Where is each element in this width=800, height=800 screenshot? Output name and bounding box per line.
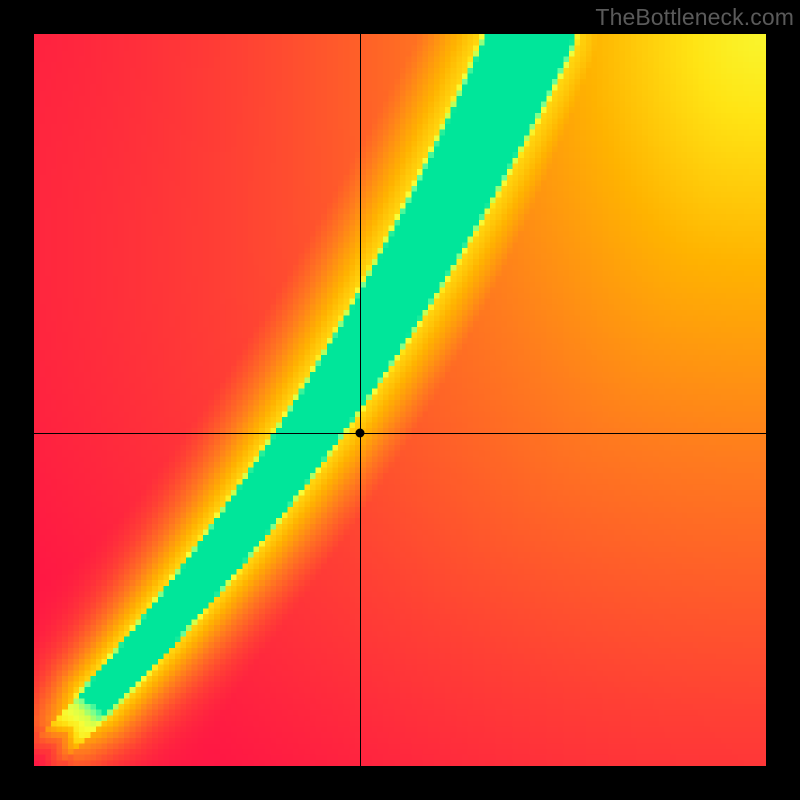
bottleneck-heatmap (34, 34, 766, 766)
selected-point-marker (355, 428, 364, 437)
watermark-text: TheBottleneck.com (595, 4, 794, 31)
crosshair-horizontal (34, 433, 766, 434)
outer-frame: TheBottleneck.com (0, 0, 800, 800)
plot-area (34, 34, 766, 766)
crosshair-vertical (360, 34, 361, 766)
